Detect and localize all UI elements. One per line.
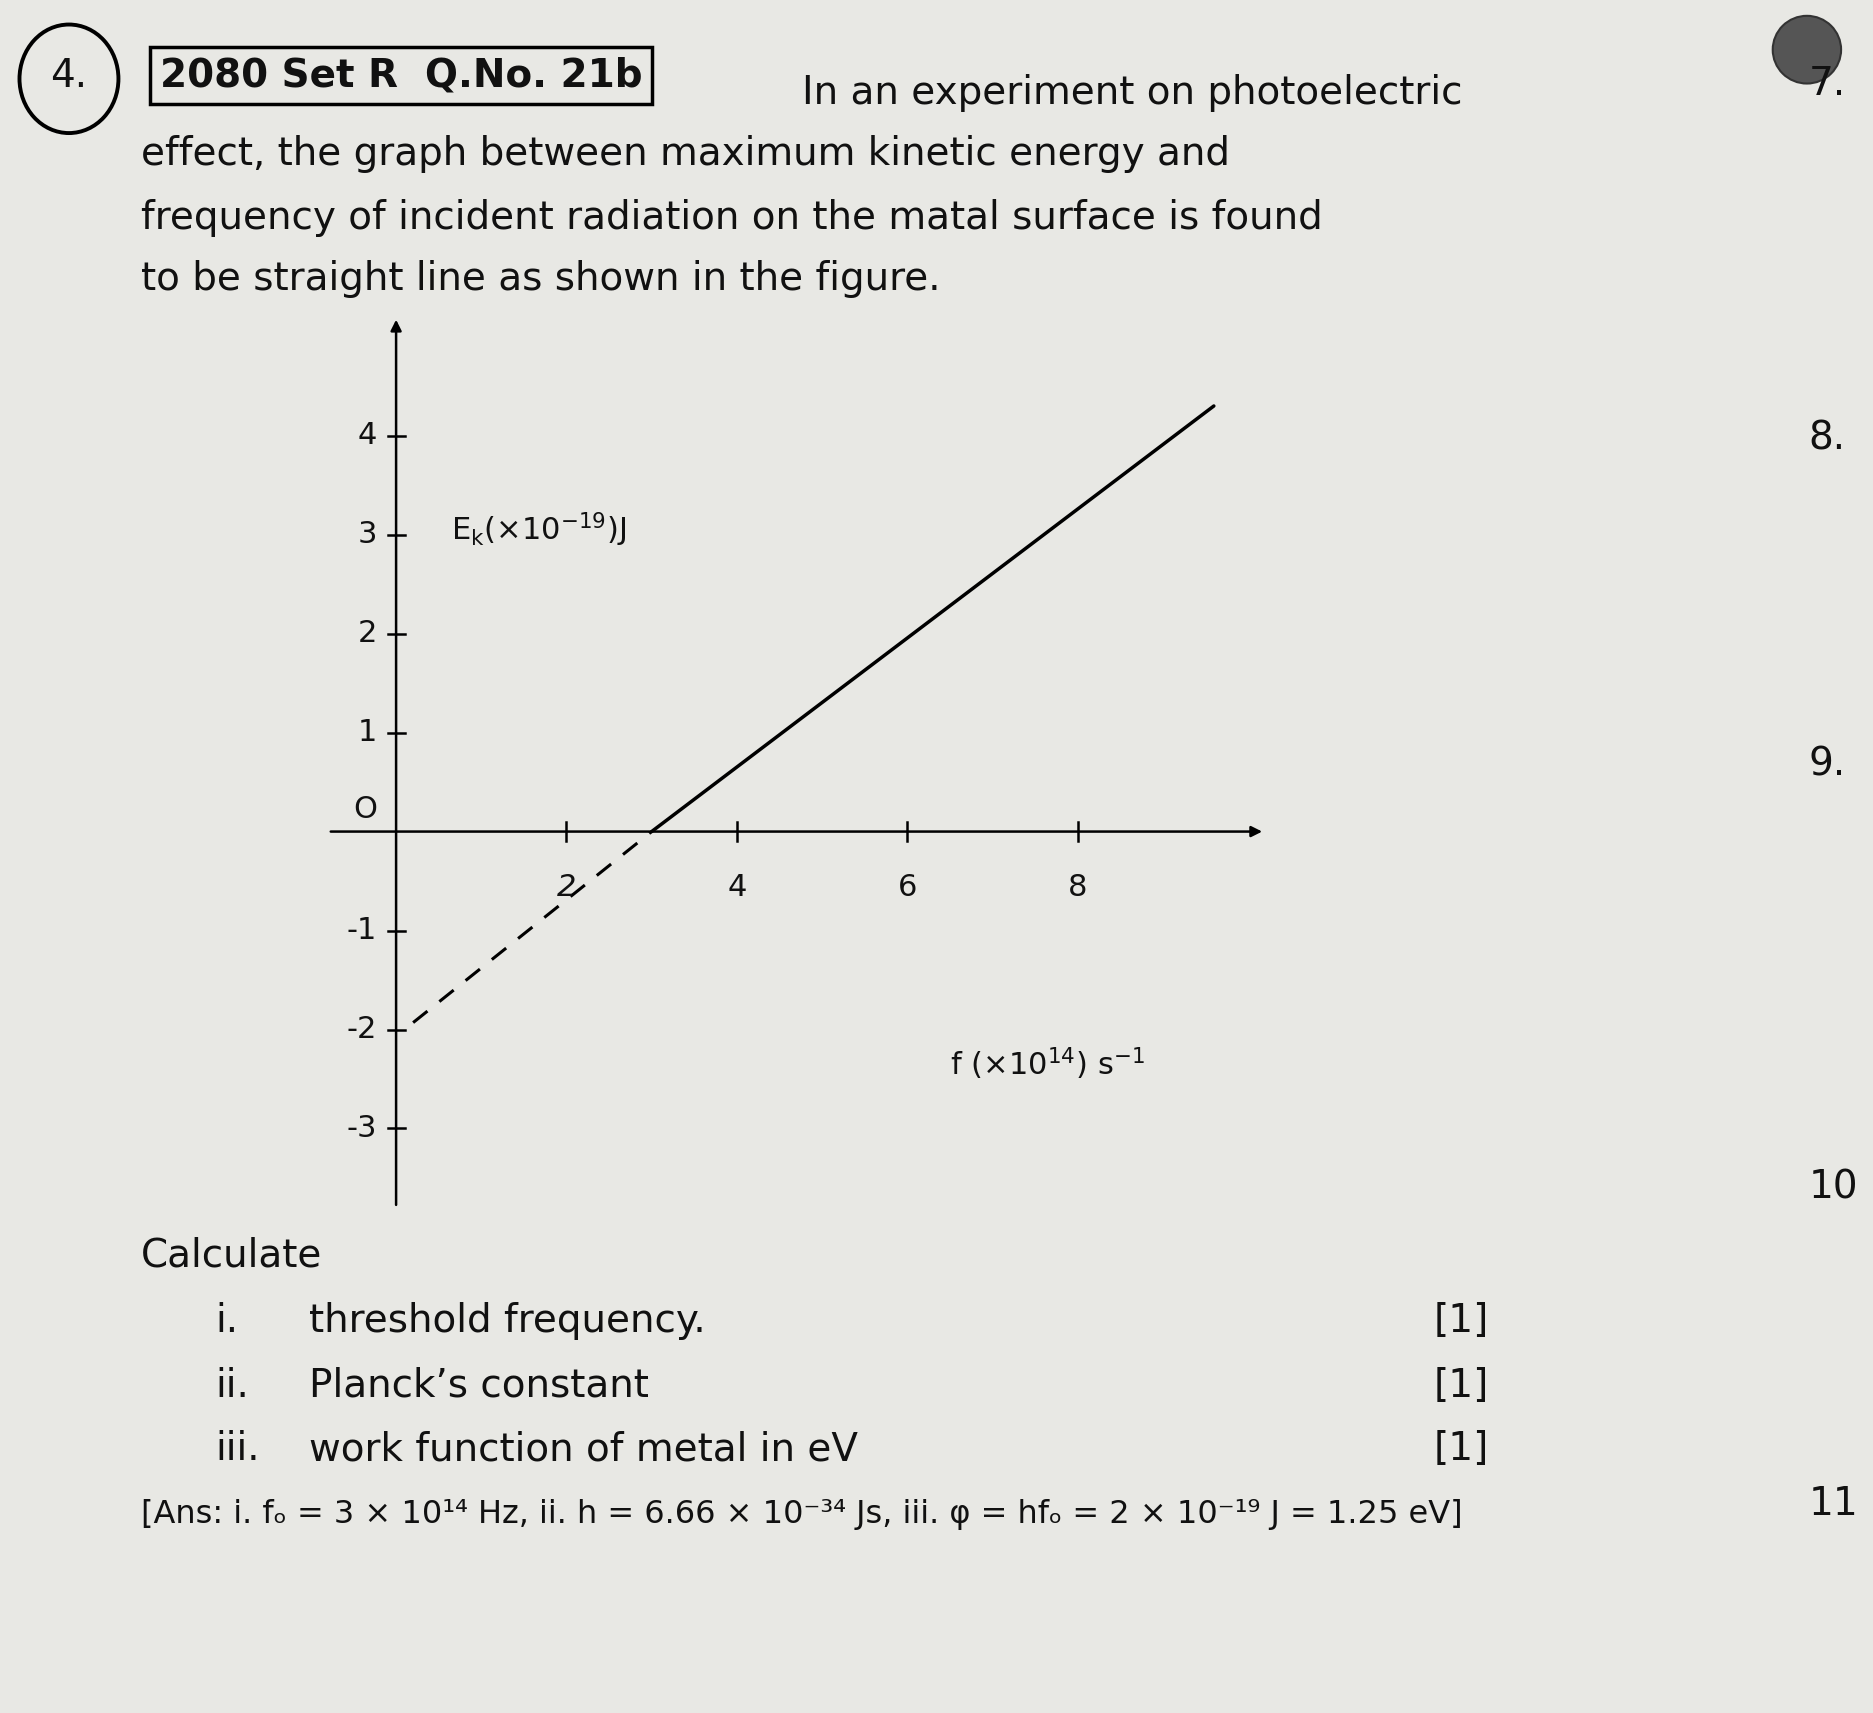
Text: i.: i. — [215, 1302, 238, 1340]
Circle shape — [1772, 15, 1839, 84]
Text: [Ans: i. fₒ = 3 × 10¹⁴ Hz, ii. h = 6.66 × 10⁻³⁴ Js, iii. φ = hfₒ = 2 × 10⁻¹⁹ J =: [Ans: i. fₒ = 3 × 10¹⁴ Hz, ii. h = 6.66 … — [140, 1499, 1461, 1530]
Text: $\mathrm{E_k(\times 10^{-19})J}$: $\mathrm{E_k(\times 10^{-19})J}$ — [451, 510, 626, 548]
Text: 2080 Set R  Q.No. 21b: 2080 Set R Q.No. 21b — [159, 57, 642, 94]
Text: -3: -3 — [347, 1113, 376, 1143]
Text: Planck’s constant: Planck’s constant — [309, 1367, 648, 1405]
Text: 4: 4 — [727, 874, 745, 903]
Text: 4.: 4. — [51, 57, 88, 96]
Text: [1]: [1] — [1433, 1302, 1489, 1340]
Text: work function of metal in eV: work function of metal in eV — [309, 1430, 858, 1468]
Text: threshold frequency.: threshold frequency. — [309, 1302, 706, 1340]
Text: -1: -1 — [347, 916, 376, 946]
Text: [1]: [1] — [1433, 1430, 1489, 1468]
Text: to be straight line as shown in the figure.: to be straight line as shown in the figu… — [140, 260, 940, 298]
Text: 9.: 9. — [1807, 745, 1845, 783]
Text: 2: 2 — [556, 874, 575, 903]
Text: effect, the graph between maximum kinetic energy and: effect, the graph between maximum kineti… — [140, 135, 1229, 173]
Text: 1: 1 — [358, 718, 376, 747]
Text: $\mathrm{f\ (\times 10^{14})\ s^{-1}}$: $\mathrm{f\ (\times 10^{14})\ s^{-1}}$ — [950, 1047, 1144, 1083]
Text: 4: 4 — [358, 421, 376, 451]
Text: 10: 10 — [1807, 1168, 1856, 1206]
Text: O: O — [354, 795, 376, 824]
Text: 3: 3 — [358, 521, 376, 550]
Text: Calculate: Calculate — [140, 1237, 322, 1274]
Text: -2: -2 — [347, 1016, 376, 1043]
Text: iii.: iii. — [215, 1430, 260, 1468]
Text: 8.: 8. — [1807, 420, 1845, 457]
Text: ii.: ii. — [215, 1367, 249, 1405]
Text: In an experiment on photoelectric: In an experiment on photoelectric — [802, 74, 1461, 111]
Text: 7.: 7. — [1807, 65, 1845, 103]
Text: 8: 8 — [1068, 874, 1086, 903]
Text: 6: 6 — [897, 874, 916, 903]
Text: frequency of incident radiation on the matal surface is found: frequency of incident radiation on the m… — [140, 199, 1322, 236]
Text: [1]: [1] — [1433, 1367, 1489, 1405]
Text: 11: 11 — [1807, 1485, 1858, 1523]
Text: 2: 2 — [358, 618, 376, 648]
